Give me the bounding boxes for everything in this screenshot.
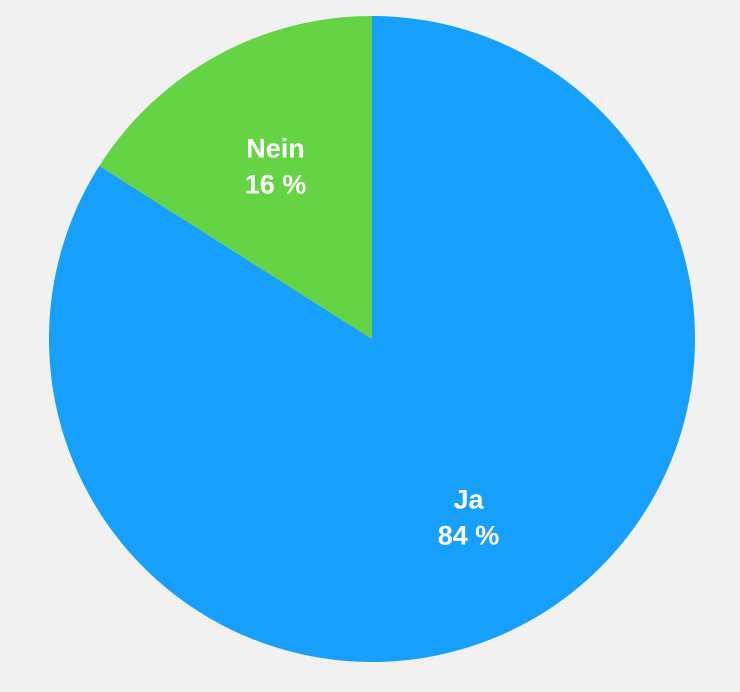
slice-label-ja: Ja — [453, 484, 484, 514]
slice-value-nein: 16 % — [245, 170, 307, 200]
slice-label-nein: Nein — [246, 134, 305, 164]
pie-slices — [48, 16, 696, 662]
pie-labels: Ja 84 % Nein 16 % — [245, 134, 499, 551]
slice-value-ja: 84 % — [438, 520, 500, 550]
pie-slice-nein — [99, 16, 373, 339]
